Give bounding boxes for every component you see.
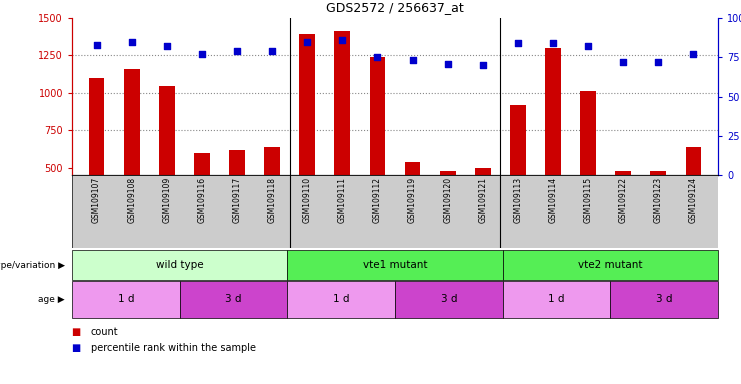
Bar: [439, 170, 456, 175]
Text: GSM109122: GSM109122: [619, 177, 628, 223]
Text: percentile rank within the sample: percentile rank within the sample: [90, 343, 256, 353]
Text: GSM109114: GSM109114: [548, 177, 557, 223]
Point: [442, 60, 453, 66]
Bar: [72, 175, 718, 248]
Text: 1 d: 1 d: [548, 295, 565, 305]
Point: [196, 51, 207, 57]
Text: 3 d: 3 d: [441, 295, 457, 305]
Text: 3 d: 3 d: [225, 295, 242, 305]
Text: GSM109111: GSM109111: [338, 177, 347, 223]
Text: vte2 mutant: vte2 mutant: [578, 260, 642, 270]
Text: GSM109109: GSM109109: [162, 177, 171, 223]
Text: age ▶: age ▶: [38, 295, 64, 304]
Bar: [72, 281, 179, 318]
Bar: [179, 281, 288, 318]
Text: GSM109120: GSM109120: [443, 177, 452, 223]
Text: GSM109117: GSM109117: [233, 177, 242, 223]
Bar: [194, 152, 210, 175]
Bar: [370, 57, 385, 175]
Point: [407, 57, 419, 63]
Text: GSM109107: GSM109107: [92, 177, 101, 223]
Point: [688, 51, 700, 57]
Bar: [334, 31, 350, 175]
Point: [477, 62, 489, 68]
Bar: [502, 250, 718, 280]
Point: [371, 54, 383, 60]
Bar: [502, 281, 611, 318]
Point: [652, 59, 664, 65]
Bar: [545, 48, 561, 175]
Bar: [72, 250, 288, 280]
Bar: [299, 35, 315, 175]
Text: 1 d: 1 d: [118, 295, 134, 305]
Text: GSM109119: GSM109119: [408, 177, 417, 223]
Bar: [405, 162, 420, 175]
Text: count: count: [90, 327, 118, 337]
Text: GSM109116: GSM109116: [197, 177, 207, 223]
Point: [302, 38, 313, 45]
Point: [161, 43, 173, 49]
Text: GDS2572 / 256637_at: GDS2572 / 256637_at: [326, 1, 464, 14]
Text: ■: ■: [72, 327, 84, 337]
Text: GSM109113: GSM109113: [514, 177, 522, 223]
Bar: [89, 78, 104, 175]
Text: vte1 mutant: vte1 mutant: [363, 260, 428, 270]
Text: GSM109110: GSM109110: [303, 177, 312, 223]
Text: GSM109121: GSM109121: [478, 177, 488, 223]
Text: wild type: wild type: [156, 260, 204, 270]
Point: [582, 43, 594, 49]
Point: [126, 38, 138, 45]
Bar: [475, 168, 491, 175]
Point: [231, 48, 243, 54]
Text: GSM109118: GSM109118: [268, 177, 276, 223]
Text: 3 d: 3 d: [656, 295, 672, 305]
Bar: [288, 250, 502, 280]
Point: [266, 48, 278, 54]
Point: [336, 37, 348, 43]
Text: GSM109112: GSM109112: [373, 177, 382, 223]
Bar: [229, 150, 245, 175]
Point: [617, 59, 629, 65]
Bar: [395, 281, 502, 318]
Bar: [685, 147, 701, 175]
Text: GSM109115: GSM109115: [584, 177, 593, 223]
Bar: [159, 86, 175, 175]
Text: ■: ■: [72, 343, 84, 353]
Text: 1 d: 1 d: [333, 295, 350, 305]
Bar: [124, 69, 139, 175]
Bar: [611, 281, 718, 318]
Bar: [615, 170, 631, 175]
Point: [90, 41, 102, 48]
Text: GSM109108: GSM109108: [127, 177, 136, 223]
Point: [512, 40, 524, 46]
Text: genotype/variation ▶: genotype/variation ▶: [0, 260, 64, 270]
Text: GSM109123: GSM109123: [654, 177, 662, 223]
Bar: [651, 171, 666, 175]
Point: [547, 40, 559, 46]
Text: GSM109124: GSM109124: [689, 177, 698, 223]
Bar: [288, 281, 395, 318]
Bar: [510, 105, 526, 175]
Bar: [580, 91, 596, 175]
Bar: [265, 147, 280, 175]
